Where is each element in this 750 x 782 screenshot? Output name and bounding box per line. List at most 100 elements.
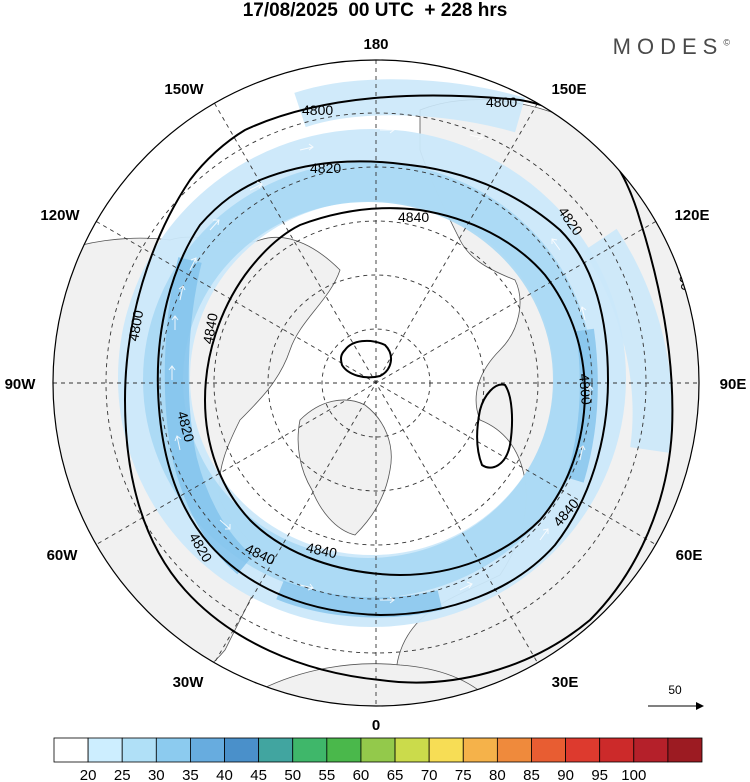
colorbar-tick-label: 75 [455, 767, 472, 782]
map-content: 4800 4800 4800 4800 4820 4820 4820 4820 … [53, 60, 699, 706]
colorbar-tick-label: 60 [353, 767, 370, 782]
colorbar-swatch [599, 737, 635, 763]
wind-arrow [551, 238, 561, 251]
wind-arrow [168, 365, 176, 380]
lon-label-120w: 120W [40, 207, 80, 224]
brand-logo: MODES© [613, 34, 730, 60]
colorbar-swatch [326, 737, 362, 763]
colorbar-tick-label: 100 [621, 767, 646, 782]
longitude-labels: 180 150W 150E 120W 120E 90W 90E 60W 60E … [5, 36, 747, 734]
wind-arrow [299, 143, 314, 151]
lon-label-90w: 90W [5, 376, 37, 393]
wind-arrow [459, 581, 473, 591]
colorbar-swatch [155, 737, 191, 763]
colorbar-swatch [121, 737, 157, 763]
colorbar-swatch [531, 737, 566, 763]
colorbar-tick-label: 65 [387, 767, 404, 782]
colorbar: 20 25 30 35 40 45 50 55 60 65 70 75 80 85 90 95 100 [53, 737, 703, 782]
contour-inner-low [340, 339, 392, 379]
meridian-60 [96, 221, 656, 545]
wind-arrow [299, 583, 314, 591]
reference-vector-label: 50 [668, 683, 682, 697]
wind-arrow [219, 519, 231, 530]
colorbar-swatch [360, 737, 396, 763]
jet-outer-east [583, 228, 673, 453]
lon-label-60e: 60E [676, 547, 703, 564]
colorbar-swatch [667, 737, 703, 763]
wind-arrow [578, 445, 586, 461]
colorbar-tick-label: 20 [80, 767, 97, 782]
lon-label-30w: 30W [173, 674, 205, 691]
jet-core-west [164, 257, 253, 575]
contour-inner-low-2 [476, 383, 514, 469]
wind-arrow [174, 435, 182, 451]
contour-label: 4820 [310, 160, 341, 176]
colorbar-swatch [53, 737, 89, 763]
wind-arrow [249, 181, 263, 191]
contour-label: 4820 [174, 409, 198, 443]
colorbar-swatch [224, 737, 260, 763]
wind-arrow [171, 315, 179, 330]
latitude-circle [267, 274, 485, 492]
colorbar-swatch [428, 737, 464, 763]
wind-arrow [380, 596, 395, 604]
lon-label-30e: 30E [552, 674, 579, 691]
lon-label-0: 0 [372, 717, 380, 734]
lon-label-150w: 150W [164, 81, 204, 98]
colorbar-tick-label: 25 [114, 767, 131, 782]
wind-arrow [539, 528, 549, 541]
jet-mid-band [143, 162, 593, 598]
colorbar-swatch [565, 737, 601, 763]
colorbar-tick-label: 50 [284, 767, 301, 782]
lon-label-150e: 150E [551, 81, 586, 98]
contour-4820 [156, 160, 610, 617]
colorbar-swatch [462, 737, 498, 763]
jet-core-south [276, 580, 443, 618]
jet-core-east [566, 328, 598, 483]
jet-north-band [294, 79, 525, 133]
colorbar-swatch [496, 737, 532, 763]
colorbar-tick-label: 40 [216, 767, 233, 782]
lon-label-180: 180 [363, 36, 388, 53]
colorbar-swatch [87, 737, 123, 763]
colorbar-tick-label: 30 [148, 767, 165, 782]
contour-label: 4800 [302, 102, 333, 118]
colorbar-swatch [394, 737, 430, 763]
contour-label: 4840 [305, 539, 339, 561]
wind-shading [118, 79, 673, 627]
colorbar-tick-label: 85 [523, 767, 540, 782]
colorbar-tick-label: 90 [557, 767, 574, 782]
lon-label-90e: 90E [720, 376, 747, 393]
colorbar-tick-label: 45 [250, 767, 267, 782]
colorbar-tick-label: 35 [182, 767, 199, 782]
wind-arrow [209, 219, 220, 231]
wind-arrow [469, 133, 484, 141]
wind-arrow [178, 285, 186, 301]
map-boundary [52, 59, 700, 707]
colorbar-swatch [258, 737, 294, 763]
contour-label: 4840 [200, 312, 221, 346]
lon-label-120e: 120E [674, 207, 709, 224]
wind-arrow [586, 385, 594, 400]
colorbar-tick-label: 70 [421, 767, 438, 782]
lon-label-60w: 60W [47, 547, 79, 564]
reference-vector: 50 [648, 683, 704, 710]
wind-vectors [168, 126, 594, 604]
colorbar-tick-label: 55 [318, 767, 335, 782]
contour-4840 [203, 207, 587, 577]
colorbar-swatch [633, 737, 669, 763]
colorbar-tick-label: 80 [489, 767, 506, 782]
graticule [53, 60, 699, 706]
brand-mark: © [723, 37, 730, 48]
colorbar-swatch [190, 737, 225, 763]
contour-label: 4800 [125, 309, 146, 343]
contour-label: 4840 [398, 209, 429, 225]
colorbar-tick-label: 95 [591, 767, 608, 782]
brand-name: MODES [612, 34, 724, 59]
wind-arrow [189, 257, 197, 271]
wind-arrow [380, 126, 395, 134]
contour-label: 4800 [486, 94, 517, 110]
map-title: 17/08/2025 00 UTC + 228 hrs [242, 0, 508, 21]
wind-arrow [579, 306, 587, 321]
